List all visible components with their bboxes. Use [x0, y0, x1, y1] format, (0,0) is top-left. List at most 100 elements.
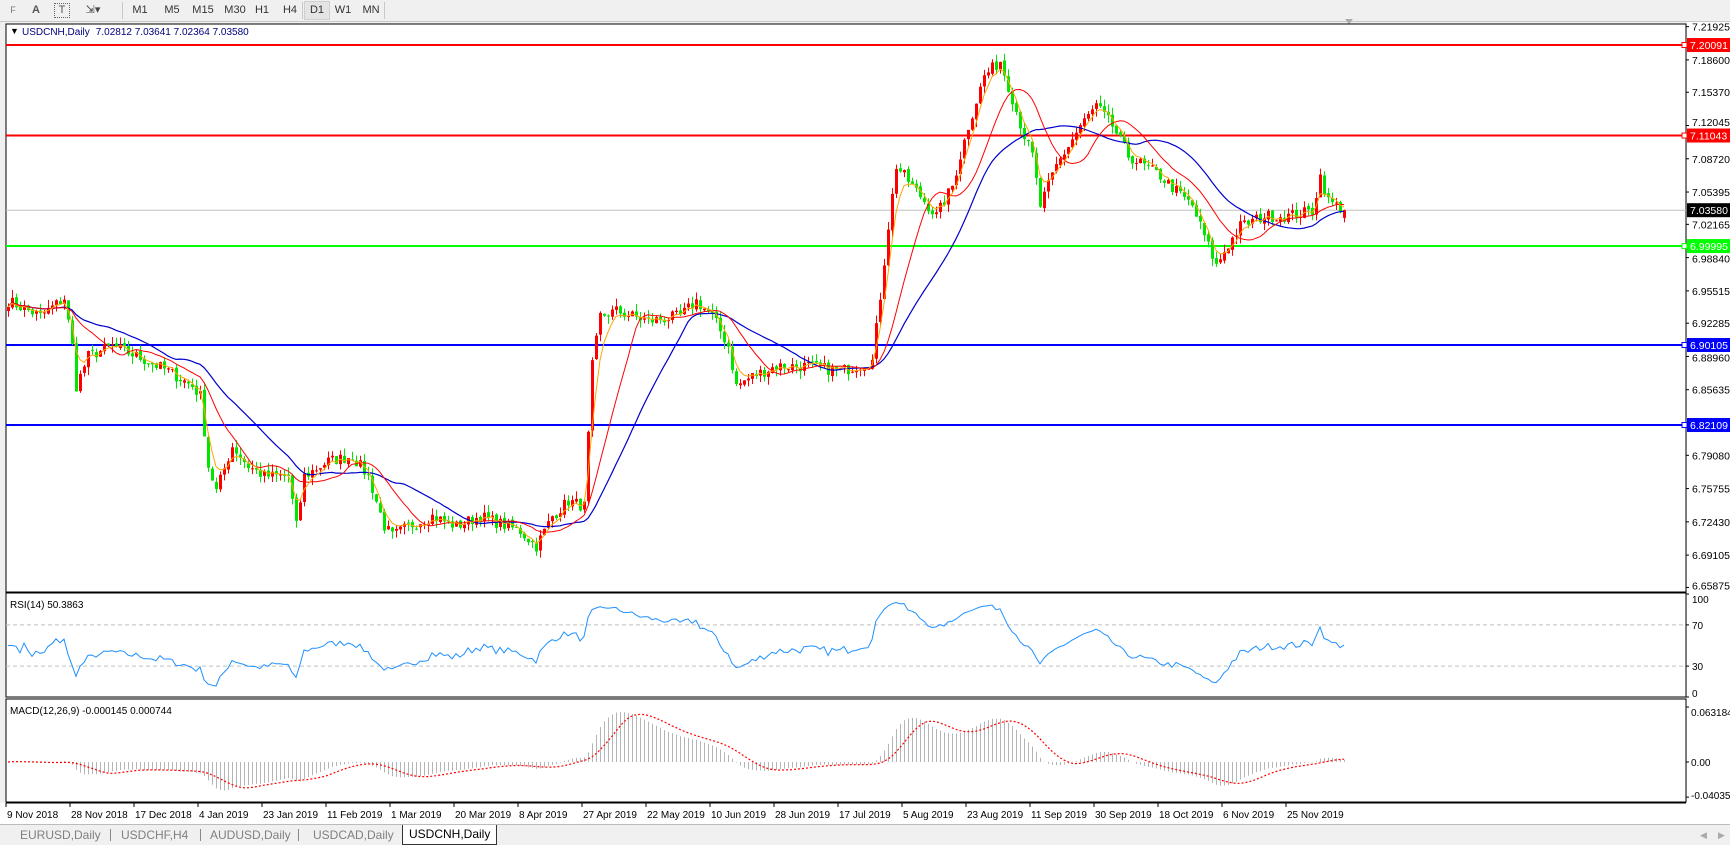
- time-tick-label: 25 Nov 2019: [1287, 810, 1344, 821]
- candle-body: [487, 512, 490, 518]
- candle-body: [271, 471, 274, 477]
- candle-body: [1063, 154, 1066, 160]
- macd-label: MACD(12,26,9) -0.000145 0.000744: [10, 706, 172, 717]
- toolbar-separator: [384, 2, 385, 19]
- candle-body: [1055, 164, 1058, 172]
- candle-body: [159, 362, 162, 369]
- timeframe-h1-button[interactable]: H1: [254, 4, 270, 16]
- candle-body: [1167, 179, 1170, 184]
- candle-body: [623, 312, 626, 317]
- candle-body: [1183, 192, 1186, 197]
- candle-body: [779, 363, 782, 371]
- candle-body: [815, 360, 818, 363]
- chart-tab[interactable]: EURUSD,Daily: [20, 828, 101, 842]
- chart-tab[interactable]: AUDUSD,Daily: [210, 828, 291, 842]
- timeframe-m1-button[interactable]: M1: [132, 4, 148, 16]
- level-price-label: 6.99995: [1690, 241, 1728, 253]
- candle-body: [767, 371, 770, 377]
- price-tick-label: 7.05395: [1692, 187, 1730, 199]
- time-tick-label: 4 Jan 2019: [199, 810, 249, 821]
- candle-body: [23, 305, 26, 310]
- candle-body: [179, 380, 182, 382]
- scroll-right-icon[interactable]: ▶: [1718, 830, 1725, 840]
- candle-body: [135, 352, 138, 357]
- candle-body: [243, 459, 246, 463]
- candle-body: [1307, 205, 1310, 210]
- candle-body: [519, 528, 522, 534]
- chart-tab[interactable]: USDCAD,Daily: [313, 828, 394, 842]
- level-price-label: 7.20091: [1690, 40, 1728, 52]
- candle-body: [35, 311, 38, 314]
- timeframe-d1-button[interactable]: D1: [304, 1, 330, 20]
- candle-body: [1223, 252, 1226, 261]
- timeframe-h4-button[interactable]: H4: [282, 4, 298, 16]
- candle-body: [83, 366, 86, 373]
- candle-body: [1143, 158, 1146, 164]
- price-tick-label: 6.88960: [1692, 353, 1730, 365]
- candle-body: [1219, 259, 1222, 263]
- candle-body: [659, 316, 662, 321]
- level-price-tag: [1687, 418, 1730, 433]
- scroll-left-icon[interactable]: ◀: [1700, 830, 1707, 840]
- candle-body: [1279, 217, 1282, 222]
- timeframe-w1-button[interactable]: W1: [334, 4, 352, 16]
- rsi-line: [8, 601, 1345, 687]
- candle-body: [1067, 147, 1070, 155]
- timeframe-m5-button[interactable]: M5: [164, 4, 180, 16]
- candle-body: [635, 311, 638, 317]
- candle-body: [387, 526, 390, 530]
- arrows-dropdown-icon[interactable]: ⇲▾: [80, 2, 106, 19]
- level-handle: [1681, 132, 1688, 139]
- candle-body: [607, 315, 610, 317]
- candle-body: [239, 454, 242, 458]
- candle-body: [79, 373, 82, 392]
- candle-body: [967, 129, 970, 140]
- candle-body: [1159, 169, 1162, 180]
- chart-window[interactable]: 7.20091 7.11043 6.99995 6.90105 6.82109 7.219…: [0, 22, 1730, 824]
- candle-body: [583, 501, 586, 510]
- chart-tab[interactable]: USDCNH,Daily: [402, 825, 498, 845]
- candle-body: [643, 318, 646, 320]
- chart-tab[interactable]: USDCHF,H4: [121, 828, 189, 842]
- candle-body: [935, 212, 938, 215]
- candle-body: [995, 61, 998, 70]
- candle-body: [479, 516, 482, 523]
- candle-body: [295, 497, 298, 521]
- level-handle: [1681, 243, 1688, 250]
- candle-body: [275, 471, 278, 475]
- price-tick-label: 6.72430: [1692, 517, 1730, 529]
- text-icon[interactable]: A: [32, 4, 40, 16]
- macd-tick-label: 0.063184: [1691, 708, 1730, 719]
- timeframe-m15-button[interactable]: M15: [192, 4, 214, 16]
- candle-body: [983, 75, 986, 87]
- candle-body: [979, 86, 982, 104]
- candle-body: [143, 359, 146, 364]
- candle-body: [1071, 139, 1074, 148]
- candle-body: [543, 528, 546, 535]
- candle-body: [191, 384, 194, 388]
- chart-shift-marker[interactable]: [1345, 19, 1353, 24]
- price-levels: 7.20091 7.11043 6.99995 6.90105 6.82109: [6, 38, 1730, 433]
- candle-body: [627, 315, 630, 317]
- timeframe-m30-button[interactable]: M30: [224, 4, 246, 16]
- periods-grid-icon[interactable]: F: [10, 5, 16, 15]
- candle-body: [911, 181, 914, 184]
- candle-body: [975, 103, 978, 120]
- candle-body: [263, 471, 266, 476]
- candle-body: [251, 468, 254, 470]
- candle-body: [55, 300, 58, 306]
- price-tick-label: 6.79080: [1692, 450, 1730, 462]
- time-tick-label: 9 Nov 2018: [7, 810, 59, 821]
- macd-panel: [5, 698, 1687, 803]
- level-price-label: 6.90105: [1690, 340, 1728, 352]
- candle-body: [183, 380, 186, 383]
- text-label-icon[interactable]: T: [54, 3, 70, 18]
- timeframe-mn-button[interactable]: MN: [362, 4, 380, 16]
- candle-body: [1215, 257, 1218, 264]
- candle-body: [699, 300, 702, 310]
- candle-body: [231, 447, 234, 462]
- candle-body: [539, 535, 542, 551]
- candle-body: [731, 347, 734, 371]
- candle-body: [695, 299, 698, 310]
- candle-body: [443, 515, 446, 522]
